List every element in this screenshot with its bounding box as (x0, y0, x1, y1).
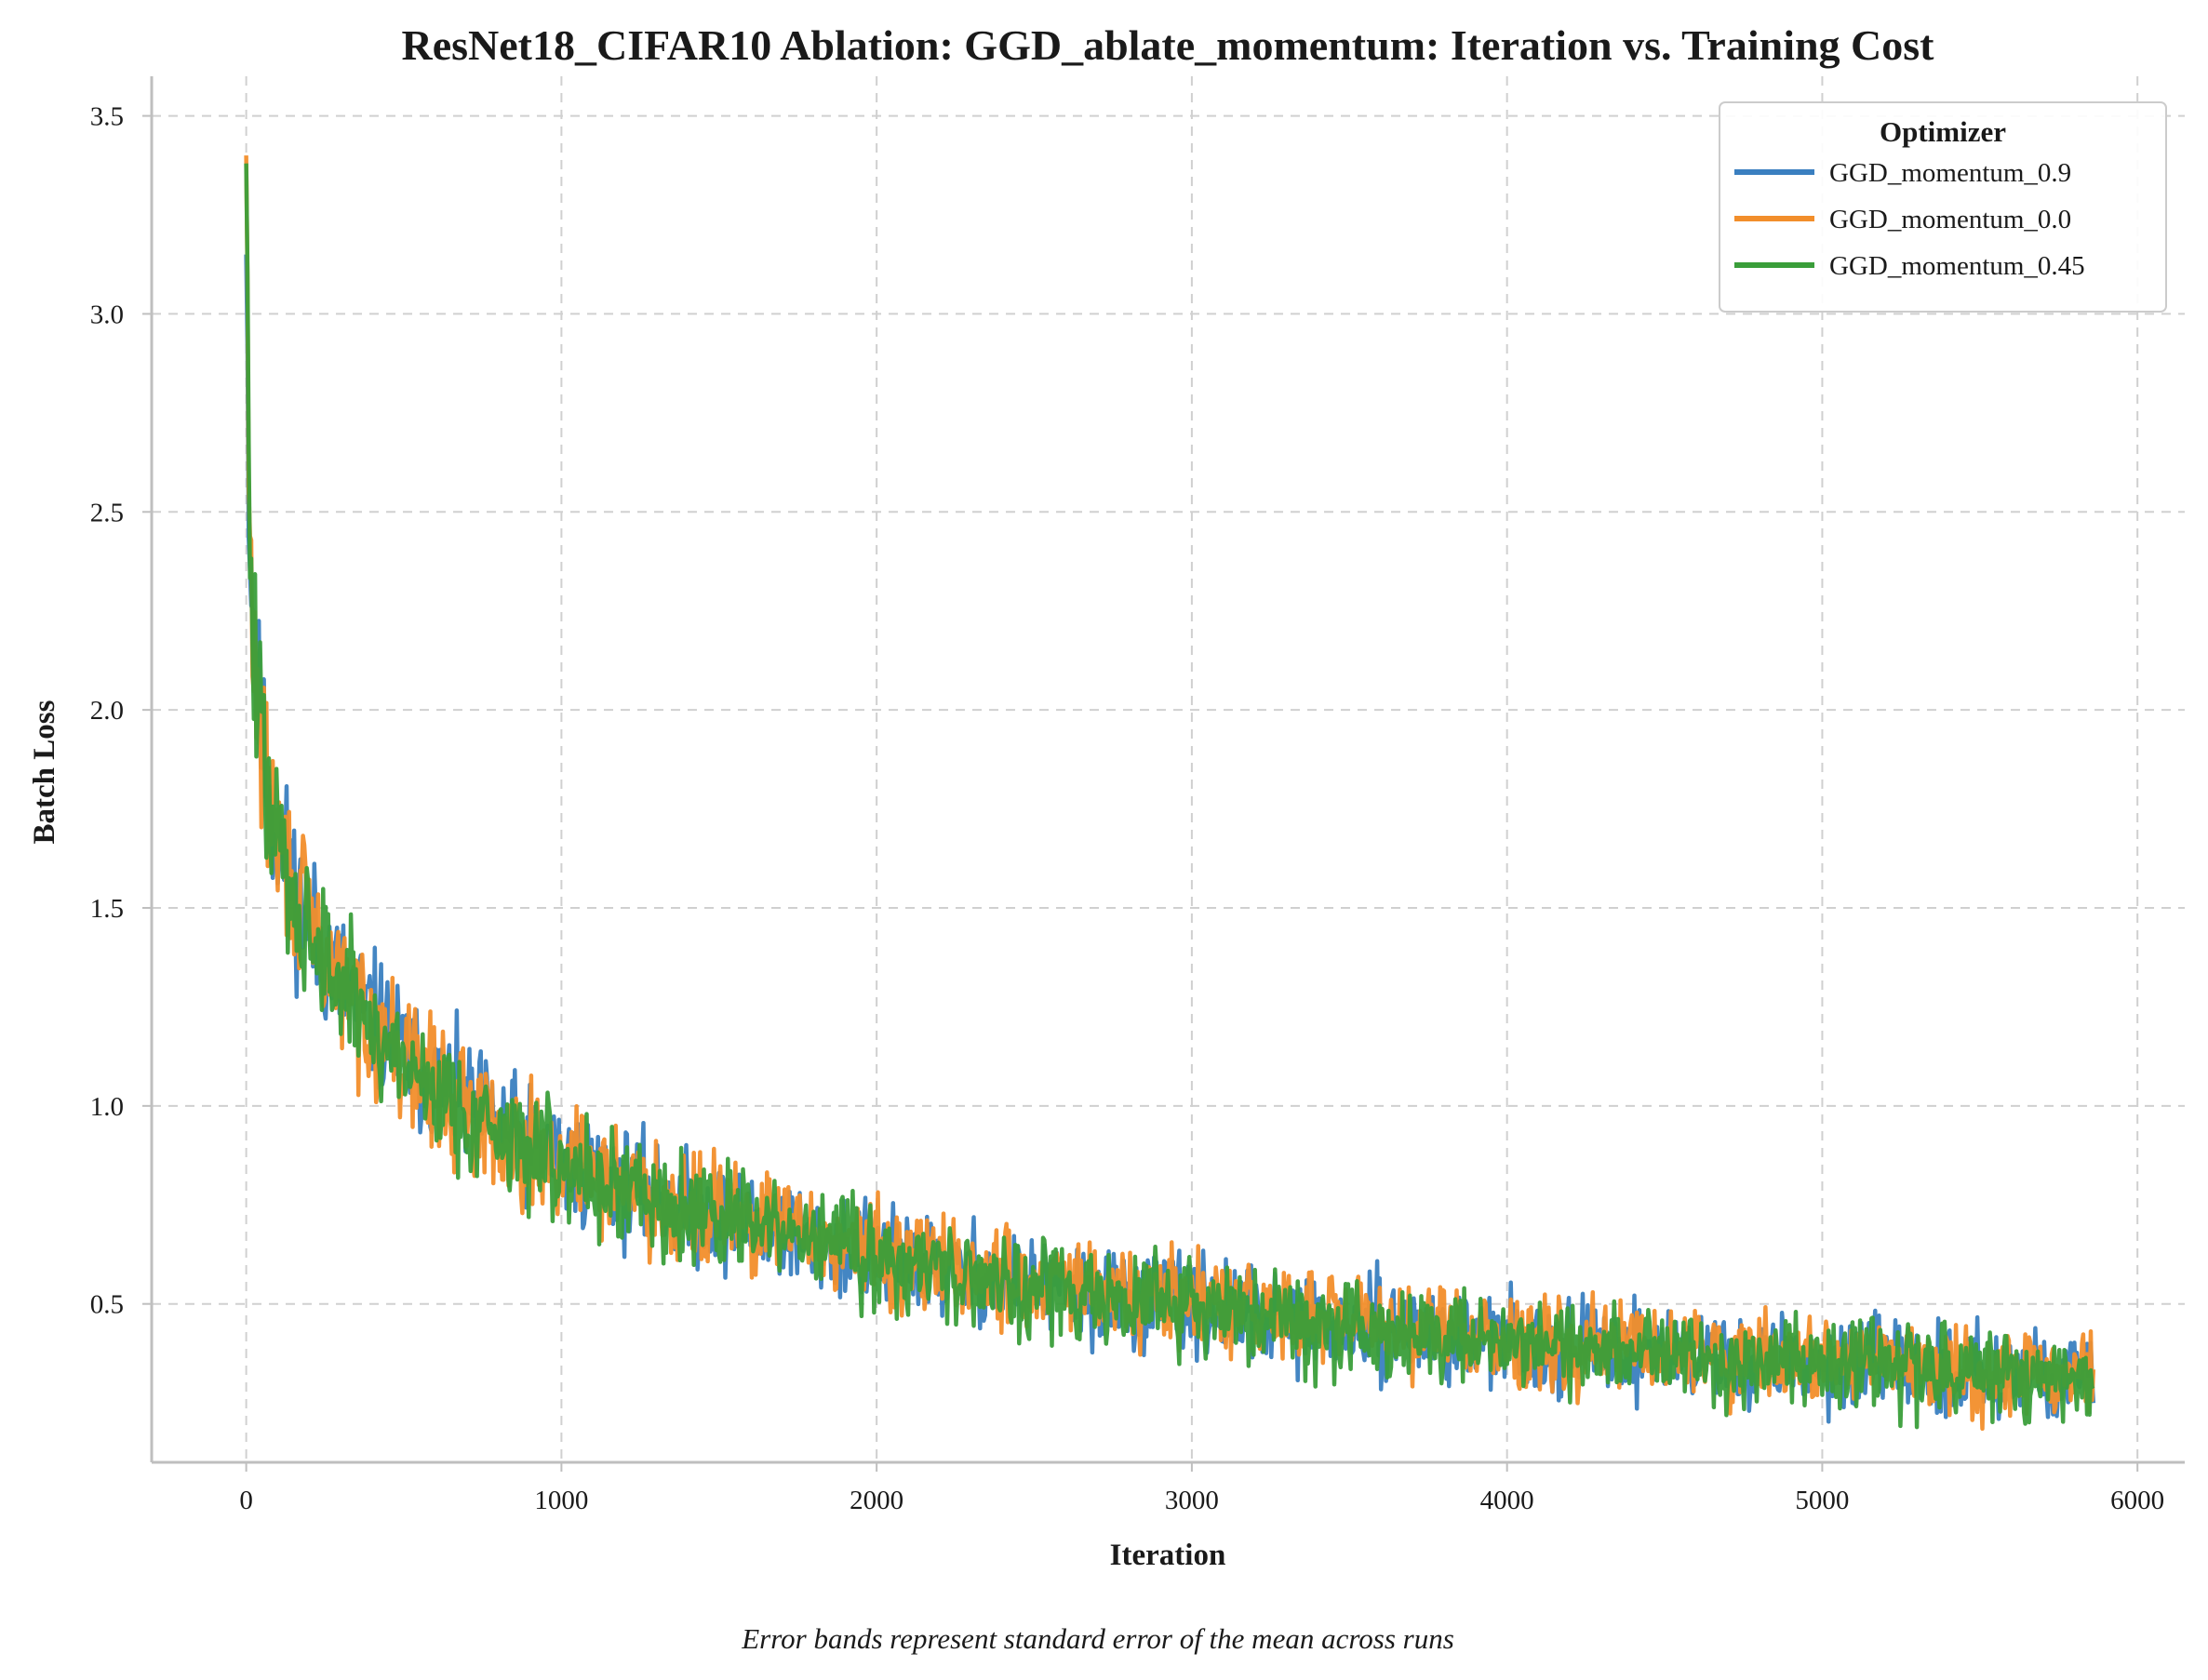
x-tick-label: 3000 (1165, 1486, 1219, 1515)
x-tick-label: 6000 (2110, 1486, 2164, 1515)
y-tick-label: 3.0 (90, 300, 124, 329)
legend-box (1719, 101, 2167, 313)
x-tick-label: 4000 (1480, 1486, 1534, 1515)
series-lines (244, 155, 2096, 1432)
legend-label: GGD_momentum_0.0 (1829, 205, 2071, 234)
y-tick-label: 2.0 (90, 696, 124, 726)
legend: Optimizer GGD_momentum_0.9GGD_momentum_0… (1719, 101, 2167, 313)
y-tick-label: 3.5 (90, 102, 124, 132)
series-line-2 (244, 163, 2095, 1430)
legend-label: GGD_momentum_0.9 (1829, 158, 2071, 188)
x-axis-label: Iteration (1110, 1539, 1226, 1572)
y-tick-label: 1.5 (90, 894, 124, 924)
x-tick-label: 5000 (1795, 1486, 1849, 1515)
series-line-1 (244, 155, 2096, 1432)
y-tick-label: 0.5 (90, 1290, 124, 1320)
y-axis-label: Batch Loss (28, 700, 61, 844)
footnote: Error bands represent standard error of … (741, 1622, 1454, 1655)
legend-items: GGD_momentum_0.9 GGD_momentum_0.0 GGD_mome… (1734, 158, 2085, 281)
x-tick-label: 0 (239, 1486, 253, 1515)
legend-label: GGD_momentum_0.45 (1829, 251, 2085, 281)
chart-title: ResNet18_CIFAR10 Ablation: GGD_ablate_mo… (402, 21, 1935, 69)
x-tick-label: 1000 (534, 1486, 588, 1515)
y-tick-label: 1.0 (90, 1092, 124, 1122)
y-tick-label: 2.5 (90, 498, 124, 527)
x-ticks: 0 1000 2000 3000 4000 5000 6000 (239, 1462, 2164, 1515)
y-ticks: 0.5 1.0 1.5 2.0 2.5 3.0 3.5 (90, 102, 152, 1320)
legend-title: Optimizer (1880, 115, 2006, 148)
x-tick-label: 2000 (850, 1486, 903, 1515)
